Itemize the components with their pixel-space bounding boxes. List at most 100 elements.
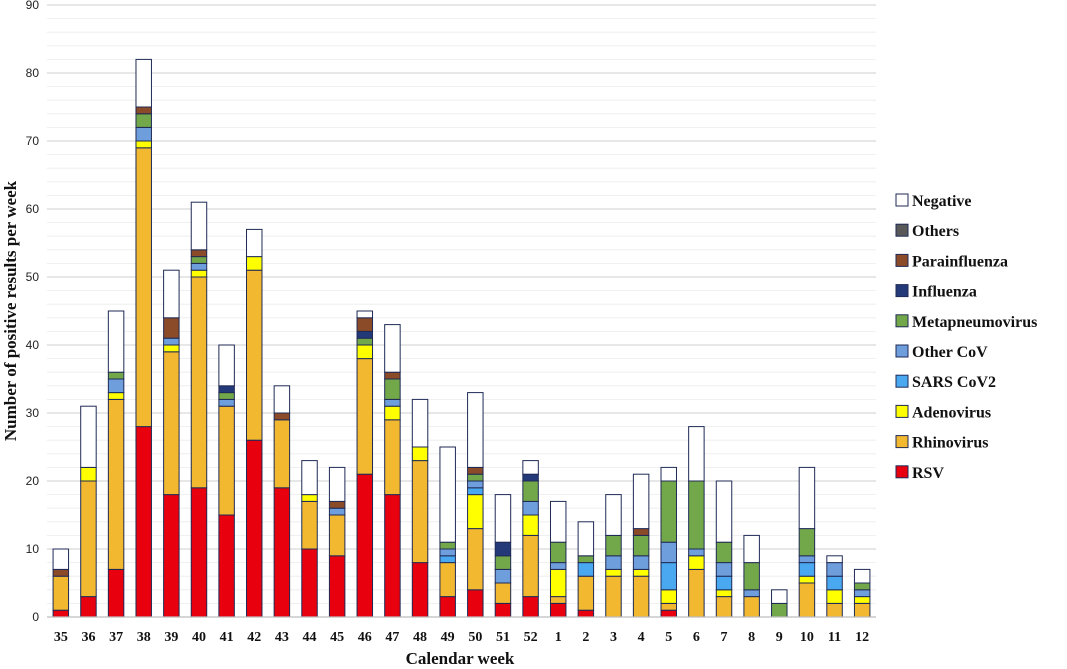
x-tick-label: 12: [855, 630, 869, 645]
legend-swatch: [895, 223, 909, 237]
bar-segment-metapneumovirus: [467, 473, 484, 482]
bar-segment-adenovirus: [798, 575, 816, 584]
gridlines: [47, 4, 876, 618]
x-tick-label: 4: [638, 630, 645, 645]
bar-segment-parainfluenza: [52, 568, 70, 577]
bar-segment-adenovirus: [715, 589, 733, 598]
bar-segment-negative: [632, 473, 650, 530]
bar-segment-adenovirus: [80, 466, 97, 482]
x-tick-label: 8: [748, 630, 755, 645]
bar-segment-negative: [107, 310, 125, 373]
bar-segment-negative: [273, 385, 291, 414]
bar-segment-sars-cov2: [660, 562, 677, 591]
bar-segment-rhinovirus: [549, 596, 567, 604]
x-tick-label: 5: [665, 630, 672, 645]
bar-segment-adenovirus: [301, 494, 318, 502]
x-tick-label: 10: [800, 630, 814, 645]
bar-segment-rhinovirus: [163, 351, 180, 496]
bar-segment-metapneumovirus: [384, 378, 401, 400]
bar-segment-adenovirus: [107, 392, 125, 400]
bar-segment-rhinovirus: [356, 358, 374, 475]
bar-segment-negative: [826, 555, 843, 564]
bar-segment-rsv: [439, 596, 456, 618]
x-axis-title: Calendar week: [406, 649, 515, 668]
legend-label: Metapneumovirus: [912, 314, 1037, 331]
legend-label: Adenovirus: [912, 404, 991, 421]
bar-segment-parainfluenza: [384, 371, 401, 380]
bar-segment-other-cov: [743, 589, 760, 598]
x-tick-label: 44: [303, 630, 317, 645]
bar-segment-negative: [246, 228, 263, 258]
bar-segment-sars-cov2: [715, 575, 733, 591]
legend-item-metapneumovirus: Metapneumovirus: [895, 314, 1037, 331]
bar-segment-rsv: [163, 494, 180, 618]
bar-segment-negative: [80, 405, 97, 468]
bar-segment-rsv: [522, 596, 539, 618]
bar-segment-metapneumovirus: [798, 528, 816, 557]
bar-segment-metapneumovirus: [439, 541, 456, 550]
bar-segment-influenza: [218, 385, 235, 394]
bar-segment-adenovirus: [853, 596, 871, 604]
legend-swatch: [895, 314, 909, 328]
x-tick-label: 39: [164, 630, 178, 645]
bar-segment-adenovirus: [384, 405, 401, 421]
bar-segment-negative: [135, 58, 152, 108]
x-tick-label: 51: [496, 630, 510, 645]
bar-segment-rhinovirus: [522, 534, 539, 598]
bar-segment-rsv: [80, 596, 97, 618]
bar-segment-negative: [494, 494, 512, 543]
bar-segment-rsv: [577, 609, 595, 618]
bar-segment-other-cov: [549, 562, 567, 570]
legend-label: Other CoV: [912, 344, 988, 361]
bar-segment-other-cov: [826, 562, 843, 577]
y-tick-label: 10: [26, 542, 40, 556]
bar-segment-adenovirus: [826, 589, 843, 604]
bar-segment-rsv: [328, 555, 346, 618]
bar-segment-rhinovirus: [798, 582, 816, 618]
legend-item-others: Others: [895, 223, 959, 240]
bar-segment-adenovirus: [605, 568, 622, 577]
bar-segment-rsv: [494, 602, 512, 618]
bar-segment-sars-cov2: [798, 562, 816, 577]
legend-item-adenovirus: Adenovirus: [895, 404, 991, 421]
bar-segment-metapneumovirus: [494, 555, 512, 570]
bar-segment-rsv: [549, 602, 567, 618]
y-tick-label: 20: [26, 474, 40, 488]
bar-segment-metapneumovirus: [135, 113, 152, 128]
bar-segment-rhinovirus: [135, 147, 152, 428]
bar-segment-parainfluenza: [190, 249, 208, 258]
bar-segment-rsv: [246, 439, 263, 618]
bar-segment-other-cov: [605, 555, 622, 570]
legend-label: Parainfluenza: [912, 253, 1008, 270]
bar-segment-parainfluenza: [135, 106, 152, 115]
bar-segment-other-cov: [688, 548, 705, 557]
bar-segment-rhinovirus: [218, 405, 235, 516]
bar-segment-metapneumovirus: [660, 480, 677, 543]
legend-item-influenza: Influenza: [895, 284, 977, 301]
legend-swatch: [895, 404, 909, 418]
bar-segment-rhinovirus: [190, 276, 208, 489]
y-tick-label: 70: [26, 134, 40, 148]
bar-segment-negative: [743, 534, 760, 564]
bar-segment-rhinovirus: [52, 575, 70, 611]
bar-segment-parainfluenza: [632, 528, 650, 536]
bar-segment-parainfluenza: [328, 500, 346, 509]
bar-segment-other-cov: [190, 262, 208, 271]
x-tick-label: 11: [828, 630, 841, 645]
bar-segment-metapneumovirus: [853, 582, 871, 591]
bar-segment-metapneumovirus: [743, 562, 760, 591]
bar-segment-rhinovirus: [246, 269, 263, 441]
bar-segment-adenovirus: [549, 568, 567, 598]
bar-segment-influenza: [494, 541, 512, 557]
bar-segment-negative: [52, 548, 70, 570]
bar-segment-rsv: [384, 494, 401, 618]
bar-segment-influenza: [356, 330, 374, 339]
bar-segment-other-cov: [218, 398, 235, 407]
bar-segment-adenovirus: [688, 555, 705, 570]
bar-segment-negative: [328, 466, 346, 502]
bar-segment-negative: [301, 460, 318, 496]
bar-segment-rhinovirus: [301, 500, 318, 550]
bar-segment-rsv: [356, 473, 374, 618]
bar-segment-adenovirus: [190, 269, 208, 278]
